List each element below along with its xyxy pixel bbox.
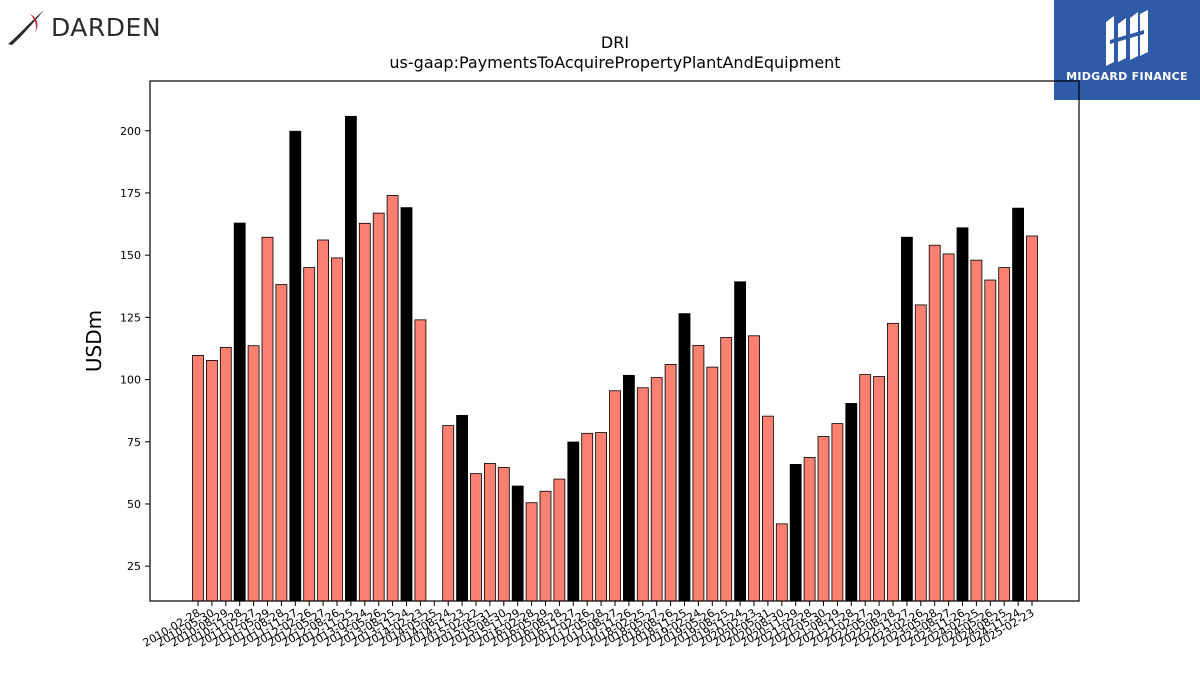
bars: [192, 115, 1038, 602]
bar: [344, 115, 357, 602]
bar: [636, 387, 649, 602]
bar: [205, 360, 218, 602]
bar: [775, 523, 788, 602]
plot-frame: [149, 80, 1080, 602]
bar: [817, 436, 830, 602]
bar: [372, 212, 385, 602]
bar: [789, 464, 802, 602]
bar: [845, 403, 858, 602]
bar: [456, 414, 469, 602]
darden-logo-text: DARDEN: [51, 13, 162, 42]
midgard-logo-text: MIDGARD FINANCE: [1066, 70, 1188, 83]
y-axis-label: USDm: [82, 310, 106, 372]
bar: [748, 335, 760, 602]
bar: [595, 432, 607, 602]
bar: [539, 490, 552, 602]
bar: [219, 347, 232, 602]
bar: [942, 253, 955, 602]
bar: [358, 222, 371, 602]
bar: [831, 423, 844, 602]
bar: [706, 366, 719, 602]
bar: [887, 322, 899, 602]
darden-swoosh-icon: [8, 10, 44, 45]
bar: [442, 425, 455, 602]
bar: [678, 313, 691, 602]
y-tick-label: 125: [120, 311, 141, 324]
chart-title: DRI: [601, 33, 629, 52]
bar: [914, 304, 927, 602]
bar: [901, 236, 913, 602]
y-tick-label: 50: [127, 498, 141, 511]
bar: [414, 319, 427, 602]
bar: [803, 457, 816, 602]
bar: [762, 415, 774, 602]
bar: [720, 337, 733, 602]
bar: [1026, 235, 1038, 602]
midgard-finance-logo: MIDGARD FINANCE: [1054, 0, 1200, 100]
bar: [303, 267, 316, 602]
bar: [650, 377, 663, 602]
bar: [692, 345, 705, 602]
bar: [261, 236, 274, 602]
midgard-mark-icon: [1106, 10, 1148, 66]
y-tick-label: 175: [120, 187, 141, 200]
bar: [386, 195, 399, 602]
bar: [331, 257, 343, 602]
bar: [553, 478, 566, 602]
bar: [317, 239, 330, 602]
y-tick-label: 100: [120, 374, 141, 387]
bar: [623, 374, 635, 602]
bar: [664, 363, 677, 602]
bar: [483, 463, 496, 602]
bar: [859, 374, 872, 602]
bar: [928, 244, 941, 602]
y-tick-label: 150: [120, 249, 141, 262]
bar: [289, 130, 302, 602]
bar: [873, 376, 885, 602]
bar: [497, 466, 510, 602]
bar: [470, 473, 482, 602]
bar: [275, 284, 288, 602]
y-axis-ticks: 25 50 75 100 125 150 175 200: [120, 125, 150, 573]
bar: [525, 502, 538, 602]
bar: [567, 441, 580, 602]
bar: [970, 259, 983, 602]
bar: [984, 279, 997, 602]
bar: [609, 390, 621, 602]
y-tick-label: 75: [127, 436, 141, 449]
darden-logo: DARDEN: [4, 6, 164, 48]
bar: [192, 355, 204, 602]
bar: [247, 345, 260, 602]
bar: [400, 207, 413, 602]
bar: [734, 281, 746, 602]
bar: [998, 267, 1011, 602]
bar: [1012, 207, 1024, 602]
y-tick-label: 200: [120, 125, 141, 138]
bar: [581, 432, 594, 602]
y-tick-label: 25: [127, 560, 141, 573]
bar: [511, 485, 524, 602]
x-axis-ticks: 2010-02-282010-05-302010-08-292010-11-28…: [141, 601, 1037, 650]
bar: [233, 222, 246, 602]
chart-subtitle: us-gaap:PaymentsToAcquirePropertyPlantAn…: [389, 53, 840, 72]
bar: [956, 227, 969, 602]
